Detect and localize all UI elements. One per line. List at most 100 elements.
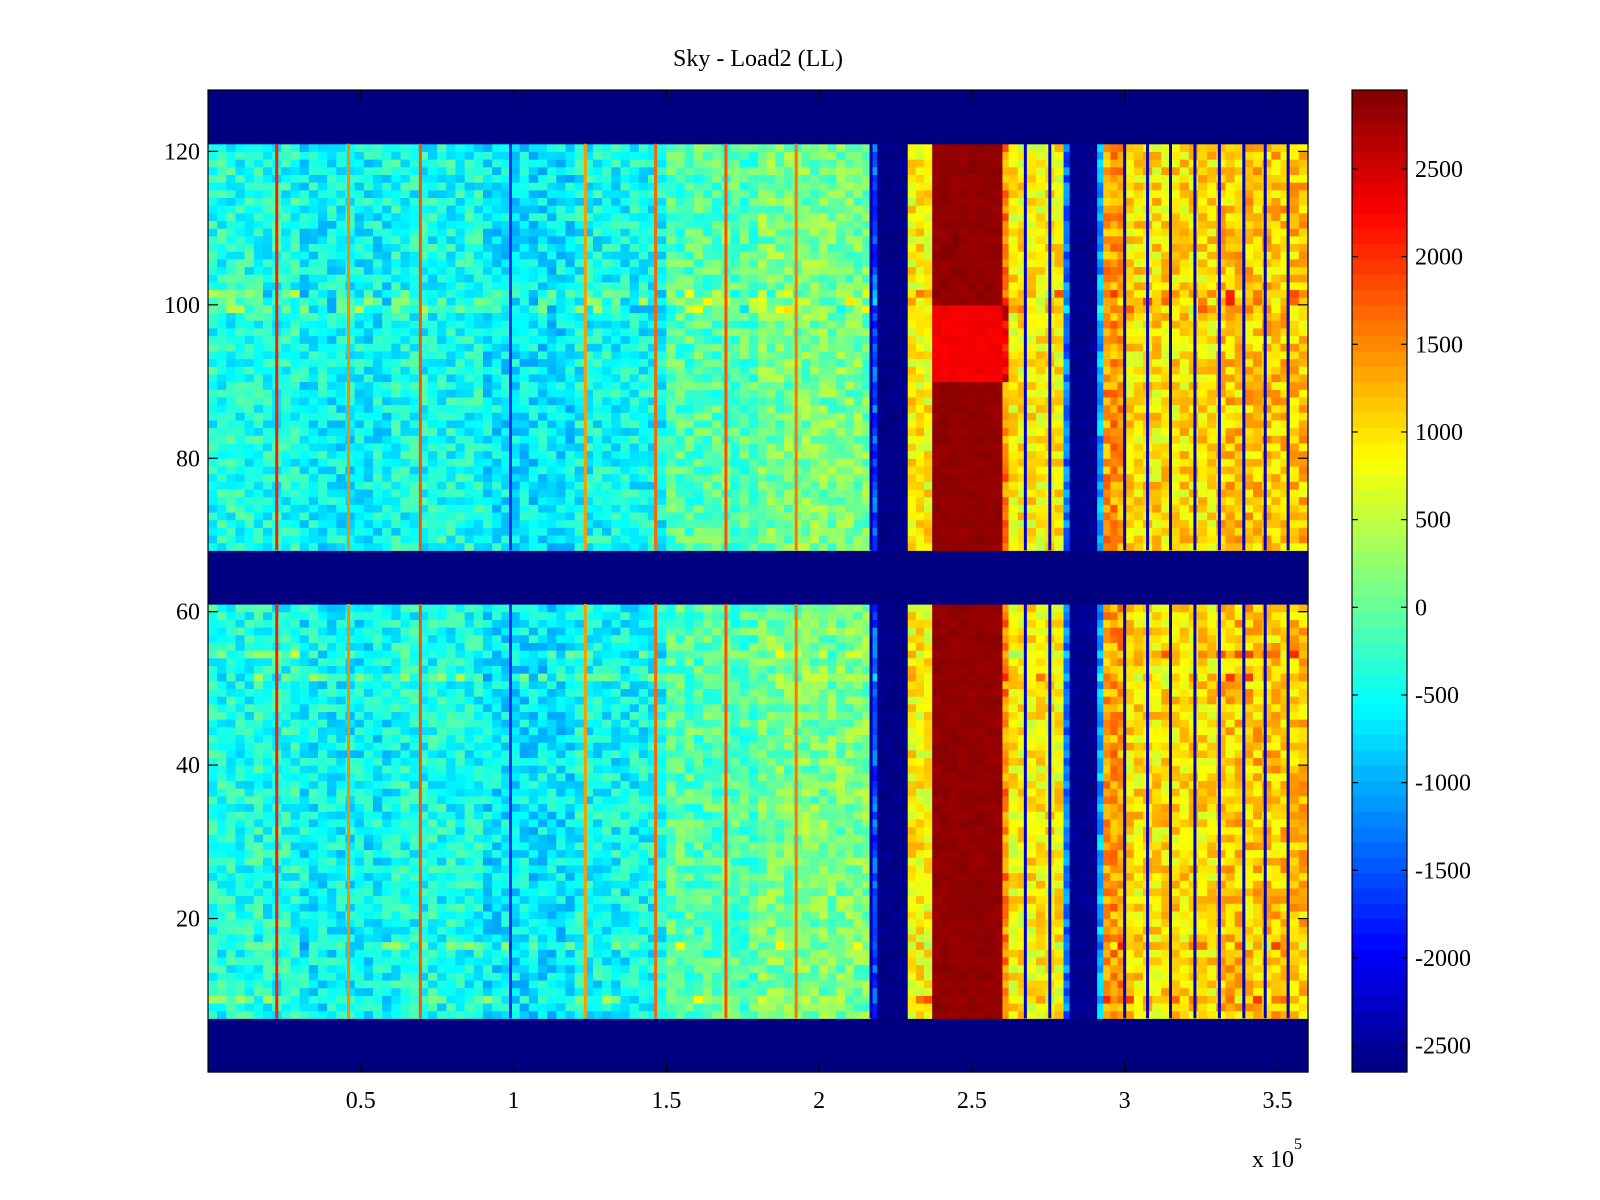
heatmap-cell bbox=[226, 228, 237, 237]
heatmap-cell bbox=[244, 174, 255, 183]
heatmap-cell bbox=[400, 910, 411, 920]
heatmap-cell bbox=[235, 972, 246, 981]
heatmap-cell bbox=[428, 757, 438, 766]
heatmap-cell bbox=[437, 818, 447, 828]
heatmap-cell bbox=[455, 327, 466, 337]
heatmap-cell bbox=[290, 1056, 301, 1065]
heatmap-cell bbox=[446, 197, 457, 206]
heatmap-cell bbox=[501, 864, 512, 874]
heatmap-cell bbox=[244, 419, 255, 429]
heatmap-cell bbox=[528, 542, 539, 551]
heatmap-cell bbox=[409, 159, 420, 168]
heatmap-cell bbox=[409, 772, 420, 782]
heatmap-cell bbox=[373, 228, 383, 237]
heatmap-cell bbox=[400, 864, 411, 874]
heatmap-cell bbox=[382, 926, 392, 935]
heatmap-cell bbox=[235, 381, 246, 390]
heatmap-cell bbox=[528, 97, 539, 106]
heatmap-cell bbox=[446, 903, 457, 912]
heatmap-cell bbox=[363, 220, 374, 229]
heatmap-cell bbox=[538, 749, 548, 759]
heatmap-cell bbox=[226, 995, 237, 1004]
heatmap-cell bbox=[501, 818, 512, 828]
heatmap-cell bbox=[263, 473, 273, 482]
heatmap-cell bbox=[464, 289, 475, 298]
heatmap-cell bbox=[501, 887, 512, 897]
heatmap-cell bbox=[382, 803, 392, 812]
heatmap-cell bbox=[483, 834, 493, 843]
heatmap-cell bbox=[208, 97, 218, 106]
heatmap-cell bbox=[501, 719, 512, 728]
heatmap-cell bbox=[290, 933, 301, 943]
heatmap-cell bbox=[263, 174, 273, 183]
heatmap-cell bbox=[336, 841, 347, 851]
heatmap-cell bbox=[308, 396, 319, 406]
heatmap-cell bbox=[400, 504, 411, 513]
heatmap-cell bbox=[253, 381, 264, 390]
heatmap-cell bbox=[464, 281, 475, 291]
heatmap-cell bbox=[308, 143, 319, 152]
heatmap-cell bbox=[308, 458, 319, 467]
heatmap-cell bbox=[446, 488, 457, 498]
heatmap-cell bbox=[253, 128, 264, 137]
heatmap-cell bbox=[473, 849, 484, 858]
heatmap-cell bbox=[437, 496, 447, 505]
heatmap-cell bbox=[217, 105, 227, 114]
heatmap-cell bbox=[345, 427, 356, 436]
heatmap-cell bbox=[483, 818, 493, 828]
heatmap-cell bbox=[281, 627, 292, 636]
heatmap-cell bbox=[446, 864, 457, 874]
heatmap-cell bbox=[437, 258, 447, 268]
heatmap-cell bbox=[473, 228, 484, 237]
heatmap-cell bbox=[418, 596, 429, 605]
heatmap-cell bbox=[400, 872, 411, 881]
heatmap-cell bbox=[437, 212, 447, 222]
heatmap-cell bbox=[253, 680, 264, 689]
heatmap-cell bbox=[308, 327, 319, 337]
heatmap-cell bbox=[345, 197, 356, 206]
heatmap-cell bbox=[253, 811, 264, 820]
heatmap-cell bbox=[528, 849, 539, 858]
heatmap-cell bbox=[244, 1033, 255, 1042]
heatmap-cell bbox=[391, 956, 402, 966]
heatmap-cell bbox=[318, 688, 328, 697]
heatmap-cell bbox=[428, 910, 438, 920]
heatmap-cell bbox=[547, 1010, 557, 1019]
heatmap-cell bbox=[437, 596, 447, 605]
heatmap-cell bbox=[400, 343, 411, 352]
heatmap-cell bbox=[253, 910, 264, 920]
heatmap-cell bbox=[253, 964, 264, 973]
heatmap-cell bbox=[464, 703, 475, 713]
heatmap-cell bbox=[217, 504, 227, 513]
heatmap-cell bbox=[437, 688, 447, 697]
heatmap-cell bbox=[455, 788, 466, 797]
heatmap-cell bbox=[483, 657, 493, 666]
heatmap-cell bbox=[556, 174, 567, 183]
heatmap-cell bbox=[299, 880, 310, 889]
heatmap-cell bbox=[492, 719, 502, 728]
heatmap-cell bbox=[253, 872, 264, 881]
heatmap-cell bbox=[528, 243, 539, 252]
heatmap-cell bbox=[409, 887, 420, 897]
heatmap-cell bbox=[473, 197, 484, 206]
heatmap-cell bbox=[217, 1056, 227, 1065]
heatmap-cell bbox=[547, 734, 557, 743]
heatmap-cell bbox=[336, 450, 347, 459]
heatmap-cell bbox=[363, 673, 374, 682]
heatmap-cell bbox=[446, 749, 457, 759]
heatmap-cell bbox=[244, 481, 255, 490]
heatmap-cell bbox=[538, 473, 548, 482]
heatmap-cell bbox=[308, 581, 319, 590]
heatmap-cell bbox=[473, 634, 484, 643]
heatmap-cell bbox=[354, 995, 365, 1004]
heatmap-cell bbox=[528, 596, 539, 605]
heatmap-cell bbox=[327, 964, 337, 973]
heatmap-cell bbox=[281, 304, 292, 314]
heatmap-cell bbox=[483, 903, 493, 912]
heatmap-cell bbox=[299, 220, 310, 229]
heatmap-cell bbox=[556, 473, 567, 482]
heatmap-cell bbox=[363, 803, 374, 812]
heatmap-cell bbox=[455, 711, 466, 720]
heatmap-cell bbox=[418, 450, 429, 459]
heatmap-cell bbox=[217, 435, 227, 444]
